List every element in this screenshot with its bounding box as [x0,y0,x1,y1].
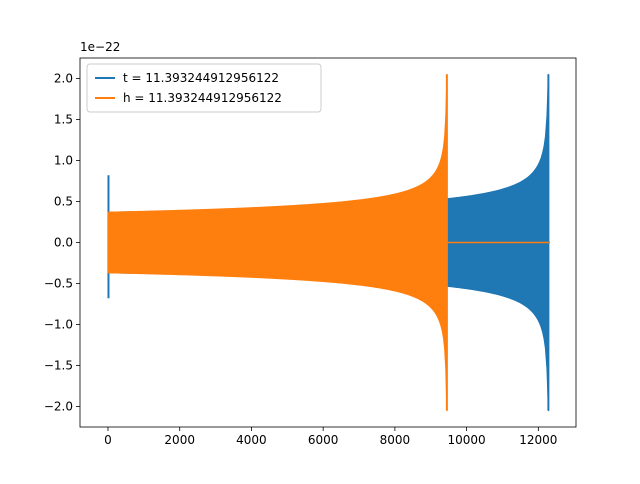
y-tick-label: −1.5 [44,359,73,373]
series-1 [107,73,550,412]
y-tick-label: 0.5 [54,195,73,209]
legend-box [86,63,322,113]
legend-label-1: h = 11.393244912956122 [123,91,282,105]
y-tick-label: −1.0 [44,318,73,332]
y-tick-label: 1.5 [54,113,73,127]
x-tick-label: 4000 [236,433,267,447]
x-tick-label: 2000 [164,433,195,447]
x-tick-label: 12000 [519,433,557,447]
x-tick-label: 10000 [448,433,486,447]
x-tick-label: 0 [104,433,112,447]
y-tick-label: 2.0 [54,72,73,86]
y-tick-label: 0.0 [54,236,73,250]
y-tick-label: 1.0 [54,154,73,168]
legend-label-0: t = 11.393244912956122 [123,71,279,85]
y-tick-label: −2.0 [44,400,73,414]
y-tick-label: −0.5 [44,277,73,291]
plot-layer [107,73,550,412]
axes-layer: 0 2000 4000 6000 8000 10000 12000 −2.0 −1.5 −1.0 −… [44,40,577,447]
y-scale-offset-label: 1e−22 [80,40,120,54]
series-1-band [107,73,448,412]
x-tick-label: 6000 [308,433,339,447]
legend: t = 11.393244912956122 h = 11.39324491295… [86,63,322,113]
x-tick-label: 8000 [380,433,411,447]
